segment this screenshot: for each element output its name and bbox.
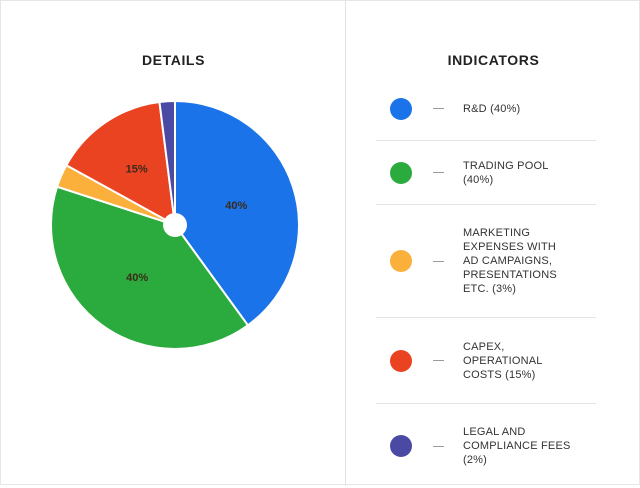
indicators-heading: INDICATORS	[447, 52, 540, 68]
pie-label-rd: 40%	[225, 200, 247, 212]
pie-label-capex: 15%	[126, 164, 148, 176]
legend: R&D (40%) TRADING POOL (40%) MARKETING EXP…	[376, 77, 596, 488]
legend-swatch-rd	[390, 97, 412, 120]
indicators-panel: INDICATORS R&D (40%) TRADING POOL (40%) MA…	[346, 1, 640, 486]
legend-item-capex: CAPEX, OPERATIONAL COSTS (15%)	[376, 318, 596, 404]
legend-item-trading-pool: TRADING POOL (40%)	[376, 141, 596, 205]
pie-chart: 40% 40% 15%	[50, 100, 300, 350]
legend-label-capex: CAPEX, OPERATIONAL COSTS (15%)	[463, 340, 543, 381]
legend-dash	[433, 172, 444, 173]
details-heading: DETAILS	[141, 52, 206, 68]
pie-slice-rd	[174, 100, 300, 327]
legend-dash	[433, 445, 444, 447]
legend-dash	[433, 360, 444, 361]
legend-dash	[433, 108, 444, 109]
legend-item-rd: R&D (40%)	[376, 77, 596, 141]
panel-divider	[345, 1, 346, 486]
details-panel: DETAILS 40% 40% 15%	[1, 1, 346, 486]
pie-slice-trading-pool	[50, 185, 250, 350]
pie-label-trading-pool: 40%	[126, 272, 148, 284]
legend-label-legal: LEGAL AND COMPLIANCE FEES (2%)	[463, 426, 571, 466]
legend-swatch-trading-pool	[390, 161, 412, 184]
legend-item-legal: LEGAL AND COMPLIANCE FEES (2%)	[376, 404, 596, 488]
legend-swatch-marketing	[390, 250, 412, 272]
pie-slice-capex	[64, 100, 177, 227]
legend-item-marketing: MARKETING EXPENSES WITH AD CAMPAIGNS, PR…	[376, 205, 596, 318]
legend-dash	[433, 260, 444, 262]
legend-label-marketing: MARKETING EXPENSES WITH AD CAMPAIGNS, PR…	[463, 227, 557, 295]
pie-slice-legal	[158, 100, 176, 226]
legend-swatch-legal	[390, 435, 412, 457]
legend-label-trading-pool: TRADING POOL (40%)	[463, 159, 549, 186]
legend-swatch-capex	[390, 349, 412, 372]
legend-label-rd: R&D (40%)	[463, 102, 521, 115]
pie-center-hole	[163, 213, 187, 237]
